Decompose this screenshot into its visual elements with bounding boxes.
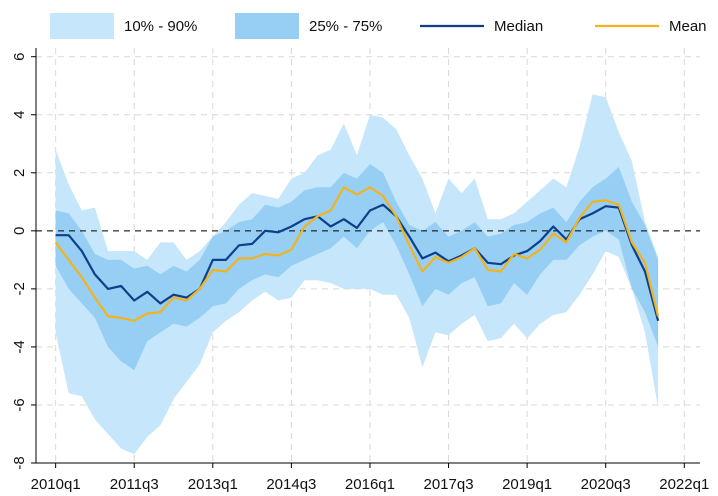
x-tick-label: 2017q3 — [424, 476, 474, 493]
x-tick-label: 2019q1 — [502, 476, 552, 493]
y-tick-label: -6 — [11, 398, 28, 411]
legend-label: 10% - 90% — [124, 18, 197, 35]
legend-swatch — [50, 13, 114, 39]
legend-label: 25% - 75% — [309, 18, 382, 35]
y-tick-label: 0 — [11, 227, 28, 235]
legend-label: Mean — [669, 18, 707, 35]
y-tick-label: -4 — [11, 340, 28, 353]
x-tick-label: 2013q1 — [188, 476, 238, 493]
y-tick-label: -8 — [11, 456, 28, 469]
y-tick-label: 2 — [11, 169, 28, 177]
x-tick-label: 2011q3 — [110, 476, 159, 493]
x-tick-label: 2014q3 — [266, 476, 316, 493]
line — [54, 186, 660, 322]
x-tick-label: 2022q1 — [659, 476, 709, 493]
x-tick-label: 2016q1 — [345, 476, 395, 493]
band — [55, 164, 659, 371]
y-tick-label: 4 — [11, 111, 28, 119]
x-tick-label: 2020q3 — [581, 476, 631, 493]
legend-swatch — [235, 13, 299, 39]
line — [55, 203, 660, 322]
y-tick-label: 6 — [11, 53, 28, 61]
legend-label: Median — [494, 18, 543, 35]
band — [55, 94, 659, 455]
x-tick-label: 2010q1 — [31, 476, 81, 493]
y-tick-label: -2 — [11, 282, 28, 295]
